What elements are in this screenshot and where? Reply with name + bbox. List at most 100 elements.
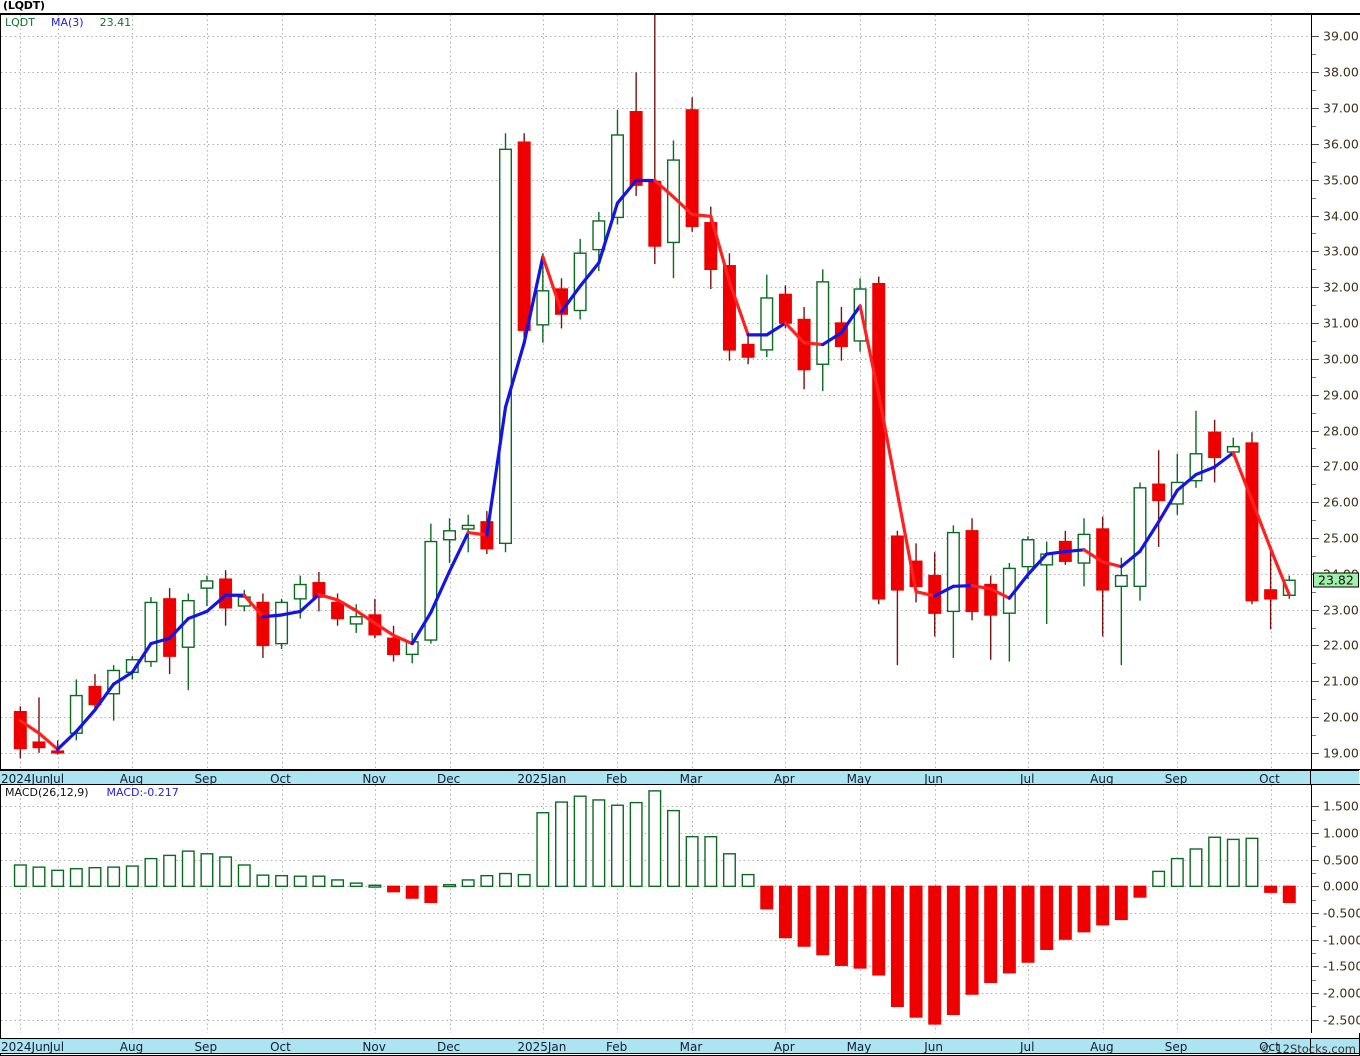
copyright-credit: © 12Stocks.com (1260, 1042, 1356, 1056)
x-axis-date-label: Sep (1164, 1040, 1188, 1054)
x-axis-date-label: 2025Jan (517, 772, 567, 786)
y-axis-label: 27.00 (1323, 458, 1359, 474)
y-axis-label: 21.00 (1323, 673, 1359, 689)
y-axis-minor-tick (1312, 376, 1316, 378)
candlestick-chart (1, 15, 1311, 769)
y-axis-tick (1312, 752, 1319, 754)
macd-plot-area[interactable] (1, 785, 1311, 1033)
y-axis-minor-tick (1312, 663, 1316, 665)
legend-ma-value: 23.41 (99, 16, 132, 29)
y-axis-minor-tick (1312, 555, 1316, 557)
y-axis-minor-tick (1312, 54, 1316, 56)
y-axis-minor-tick (1312, 233, 1316, 235)
y-axis-tick (1312, 466, 1319, 468)
y-axis-tick (1312, 537, 1319, 539)
x-axis-date-label: Dec (437, 772, 461, 786)
page-title: (LQDT) (3, 0, 45, 12)
x-axis-date-label: Aug (119, 772, 144, 786)
macd-y-axis-label: -2.000 (1323, 985, 1360, 1001)
x-axis-date-label: Nov (362, 1040, 386, 1054)
y-axis-minor-tick (1312, 269, 1316, 271)
x-axis-date-label: Jul (1020, 772, 1035, 786)
window-title-bar: (LQDT) (0, 0, 1360, 14)
x-axis-date-label: Aug (1090, 772, 1114, 786)
macd-y-axis: 1.500 1.000 0.500 0.000 -0.500 -1.000 -1.500 -2… (1311, 785, 1360, 1033)
y-axis-label: 36.00 (1323, 136, 1359, 152)
y-axis-minor-tick (1312, 734, 1316, 736)
y-axis-tick (1312, 609, 1319, 611)
y-axis-label: 28.00 (1323, 423, 1359, 438)
y-axis-label: 39.00 (1323, 28, 1359, 44)
legend-macd-value: MACD:-0.217 (106, 786, 179, 799)
x-axis-date-label: Feb (605, 772, 628, 786)
x-axis-date-label: 2024Jun (1, 1040, 51, 1054)
last-price-badge: 23.82 (1313, 572, 1359, 588)
x-axis-date-label: Oct (270, 772, 291, 786)
x-axis-date-label: Jul (49, 772, 65, 786)
macd-y-axis-minor-tick (1312, 926, 1316, 928)
y-axis-minor-tick (1312, 520, 1316, 522)
macd-histogram (1, 785, 1311, 1033)
macd-y-axis-tick (1312, 859, 1319, 861)
y-axis-tick (1312, 36, 1319, 38)
y-axis-tick (1312, 179, 1319, 181)
legend-symbol: LQDT (5, 16, 35, 29)
y-axis-label: 37.00 (1323, 100, 1359, 116)
macd-y-axis-tick (1312, 966, 1319, 968)
macd-y-axis-minor-tick (1312, 846, 1316, 848)
x-axis-date-label: Oct (1259, 772, 1280, 786)
x-axis-date-label: Sep (194, 1040, 218, 1054)
price-plot-area[interactable] (1, 15, 1311, 769)
macd-y-axis-tick (1312, 886, 1319, 888)
y-axis-minor-tick (1312, 484, 1316, 486)
y-axis-minor-tick (1312, 412, 1316, 414)
y-axis-tick (1312, 358, 1319, 360)
x-axis-date-label: Oct (270, 1040, 291, 1054)
y-axis-tick (1312, 72, 1319, 74)
y-axis-label: 25.00 (1323, 530, 1359, 546)
macd-y-axis-label: 0.500 (1323, 852, 1359, 868)
macd-x-axis-dates: 2024Jun Jul Aug Sep Oct Nov Dec 2025Jan Feb Mar Ap… (0, 1038, 1310, 1054)
macd-y-axis-label: 1.000 (1323, 825, 1359, 841)
macd-y-axis-minor-tick (1312, 953, 1316, 954)
x-axis-date-label: Jun (924, 772, 943, 786)
y-axis-tick (1312, 394, 1319, 396)
y-axis-label: 19.00 (1323, 745, 1359, 761)
x-axis-date-label: Dec (437, 1040, 461, 1054)
macd-y-axis-label: -0.500 (1323, 905, 1360, 921)
y-axis-minor-tick (1312, 627, 1316, 629)
y-axis-minor-tick (1312, 126, 1316, 128)
last-price-value: 23.82 (1318, 572, 1354, 588)
x-axis-date-label: Jun (924, 1040, 943, 1054)
macd-y-axis-minor-tick (1312, 1006, 1316, 1008)
y-axis-tick (1312, 430, 1319, 432)
y-axis-minor-tick (1312, 699, 1316, 701)
macd-y-axis-label: 1.500 (1323, 798, 1359, 814)
x-axis-date-label: Apr (773, 1040, 795, 1054)
macd-y-axis-tick (1312, 833, 1319, 834)
y-axis-tick (1312, 645, 1319, 647)
macd-y-axis-label: -2.500 (1323, 1012, 1360, 1028)
y-axis-tick (1312, 108, 1319, 110)
x-axis-date-label: Oct (1259, 1040, 1280, 1054)
macd-y-axis-minor-tick (1312, 819, 1316, 821)
y-axis-tick (1312, 287, 1319, 289)
x-axis-date-label: Jul (1020, 1040, 1035, 1054)
legend-macd-name: MACD(26,12,9) (5, 786, 89, 799)
y-axis-minor-tick (1312, 591, 1316, 593)
y-axis-tick (1312, 681, 1319, 683)
x-axis-date-label: Mar (679, 1040, 703, 1054)
y-axis-label: 20.00 (1323, 709, 1359, 725)
y-axis-tick (1312, 717, 1319, 719)
y-axis-tick (1312, 215, 1319, 217)
x-axis-date-label: Aug (1090, 1040, 1114, 1054)
x-axis-date-label: Jul (49, 1040, 65, 1054)
x-axis-date-label: Mar (679, 772, 703, 786)
y-axis-label: 32.00 (1323, 279, 1359, 295)
macd-y-axis-tick (1312, 993, 1319, 994)
price-y-axis: 39.00 38.00 37.00 36.00 35.00 34.00 33.00 32.00… (1311, 15, 1360, 769)
price-chart-panel: LQDT MA(3) 23.41 39.00 38.00 37.00 36.00 35.… (0, 14, 1360, 770)
y-axis-minor-tick (1312, 197, 1316, 199)
macd-chart-panel: MACD(26,12,9) MACD:-0.217 1.500 1.000 0.50… (0, 784, 1360, 1056)
y-axis-label: 31.00 (1323, 315, 1359, 331)
